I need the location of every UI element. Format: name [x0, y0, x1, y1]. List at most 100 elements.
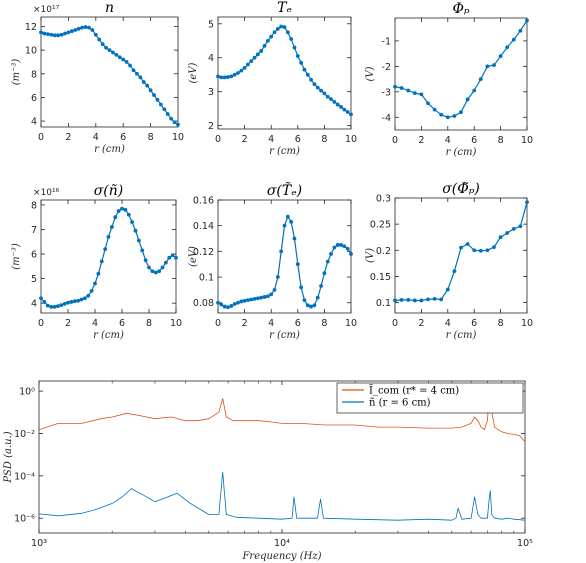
data-point — [239, 68, 244, 73]
data-point — [305, 303, 310, 308]
y-tick-label: 8 — [31, 200, 37, 211]
data-point — [345, 246, 350, 251]
data-point — [432, 296, 437, 301]
data-point — [113, 215, 118, 220]
chart-title: σ(ñ) — [94, 183, 124, 199]
data-point — [72, 299, 77, 304]
data-point — [289, 219, 294, 224]
x-tick-label: 0 — [215, 318, 221, 329]
data-point — [342, 107, 347, 112]
x-tick-label: 10 — [172, 132, 184, 143]
chart-ste: 0 2 4 6 8 10 0.08 0.1 0.12 0.14 0.16 σ(T̃ₑ) r (cm) (e… — [188, 181, 357, 341]
data-point — [505, 231, 510, 235]
y-tick-label: 6 — [31, 250, 37, 261]
data-point — [256, 296, 260, 301]
data-point — [249, 297, 254, 302]
data-point — [265, 294, 270, 299]
x-tick-label: 10 — [170, 318, 182, 329]
data-point — [246, 298, 250, 303]
data-point — [452, 114, 457, 118]
x-tick-label: 0 — [215, 134, 221, 145]
data-point — [505, 45, 510, 50]
y-tick-label: 0.2 — [376, 246, 391, 257]
axes-frame — [40, 16, 179, 128]
data-point — [272, 30, 277, 35]
axes-frame — [40, 199, 177, 314]
chart-phi: 0 2 4 6 8 10 -4 -3 -2 -1 Φₚ r (cm) (V) — [365, 1, 533, 158]
chart-title: n — [105, 0, 114, 16]
x-tick-label: 6 — [471, 318, 477, 329]
chart-title: σ(T̃ₑ) — [267, 181, 302, 199]
data-point — [141, 80, 146, 84]
data-point — [163, 260, 168, 265]
y-tick-label: 0.1 — [199, 273, 214, 284]
data-point — [445, 115, 450, 120]
y-tick-label: 7 — [31, 225, 37, 236]
data-point — [412, 91, 417, 95]
data-point — [236, 71, 240, 75]
legend-entry: Ĩ_com (r* = 4 cm) — [369, 385, 459, 397]
data-point — [485, 64, 490, 69]
data-point — [309, 304, 313, 309]
data-point — [123, 207, 128, 212]
data-point — [302, 298, 307, 303]
chart-title: Φₚ — [452, 1, 469, 17]
data-point — [426, 297, 430, 302]
x-tick-label: 4 — [268, 134, 274, 145]
data-point — [272, 287, 277, 292]
y-tick-label: 8 — [31, 69, 37, 80]
data-point — [498, 235, 503, 240]
x-tick-label: 4 — [445, 135, 451, 146]
data-point — [325, 94, 330, 99]
y-tick-label: 3 — [208, 87, 214, 98]
data-point — [229, 74, 234, 79]
y-tick-label: 0.25 — [370, 220, 391, 231]
data-point — [399, 86, 404, 90]
data-point — [49, 304, 54, 309]
series-line — [40, 208, 177, 308]
data-point — [42, 300, 47, 304]
data-point — [135, 71, 139, 76]
data-point — [90, 28, 95, 32]
data-point — [445, 287, 450, 292]
data-point — [52, 33, 57, 38]
data-point — [511, 37, 516, 42]
data-point — [66, 300, 70, 305]
data-point — [349, 252, 353, 256]
series-line — [217, 216, 352, 308]
data-point — [275, 26, 280, 31]
data-point — [285, 214, 290, 219]
data-point — [52, 304, 57, 309]
data-point — [322, 271, 327, 276]
data-point — [312, 303, 317, 308]
data-point — [147, 265, 151, 270]
x-tick-label: 2 — [418, 318, 424, 329]
data-point — [39, 30, 43, 35]
series-line — [217, 25, 352, 115]
data-point — [126, 212, 131, 217]
y-axis-label: (eV) — [188, 62, 199, 83]
data-point — [518, 28, 523, 33]
data-point — [219, 302, 224, 307]
y-tick-label: 10⁰ — [19, 387, 35, 398]
y-tick-label: -1 — [382, 36, 391, 47]
y-tick-label: 2 — [208, 121, 214, 132]
data-point — [393, 298, 397, 303]
data-point — [305, 72, 310, 77]
data-point — [299, 285, 304, 290]
data-point — [335, 102, 340, 107]
data-point — [100, 42, 105, 47]
data-point — [332, 99, 337, 104]
data-point — [439, 297, 444, 302]
x-tick-label: 10³ — [31, 538, 47, 549]
x-tick-label: 10⁵ — [517, 538, 533, 549]
x-tick-label: 8 — [148, 132, 154, 143]
data-point — [259, 295, 264, 300]
data-point — [103, 247, 108, 252]
data-point — [162, 107, 167, 112]
data-point — [302, 67, 307, 72]
y-tick-label: 4 — [208, 53, 214, 64]
data-point — [335, 243, 340, 247]
